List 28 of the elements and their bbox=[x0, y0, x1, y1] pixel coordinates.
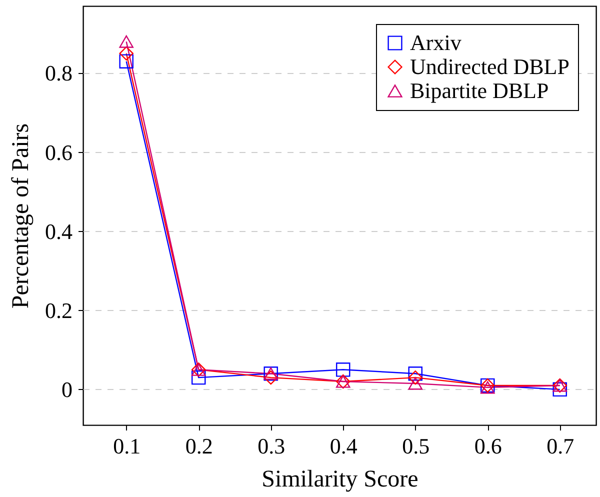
legend-label: Undirected DBLP bbox=[410, 54, 570, 79]
y-tick-label: 0 bbox=[62, 376, 72, 402]
point bbox=[119, 54, 134, 68]
point bbox=[408, 366, 422, 381]
point bbox=[480, 381, 495, 394]
legend-label: Bipartite DBLP bbox=[410, 78, 549, 103]
point bbox=[552, 382, 567, 397]
x-tick-label: 0.3 bbox=[258, 434, 286, 458]
point bbox=[408, 370, 422, 385]
point bbox=[408, 377, 422, 390]
x-axis-title: Similarity Score bbox=[262, 466, 418, 492]
point bbox=[119, 35, 134, 48]
x-tick-label: 0.5 bbox=[402, 434, 430, 458]
x-tick-label: 0.2 bbox=[185, 434, 213, 458]
y-tick-label: 0.2 bbox=[45, 298, 72, 323]
x-tick-label: 0.6 bbox=[474, 434, 502, 458]
x-tick-label: 0.7 bbox=[546, 434, 574, 458]
x-tick-label: 0.4 bbox=[330, 434, 358, 458]
point bbox=[119, 46, 134, 61]
y-tick-label: 0.4 bbox=[45, 218, 72, 244]
y-tick-label: 0.8 bbox=[45, 60, 72, 86]
x-tick-label: 0.1 bbox=[113, 434, 141, 458]
point bbox=[191, 370, 206, 385]
y-tick-label: 0.6 bbox=[45, 140, 72, 165]
point bbox=[336, 362, 350, 377]
legend-label: Arxiv bbox=[410, 30, 462, 55]
point bbox=[264, 370, 278, 385]
y-axis-title: Percentage of Pairs bbox=[8, 123, 34, 309]
